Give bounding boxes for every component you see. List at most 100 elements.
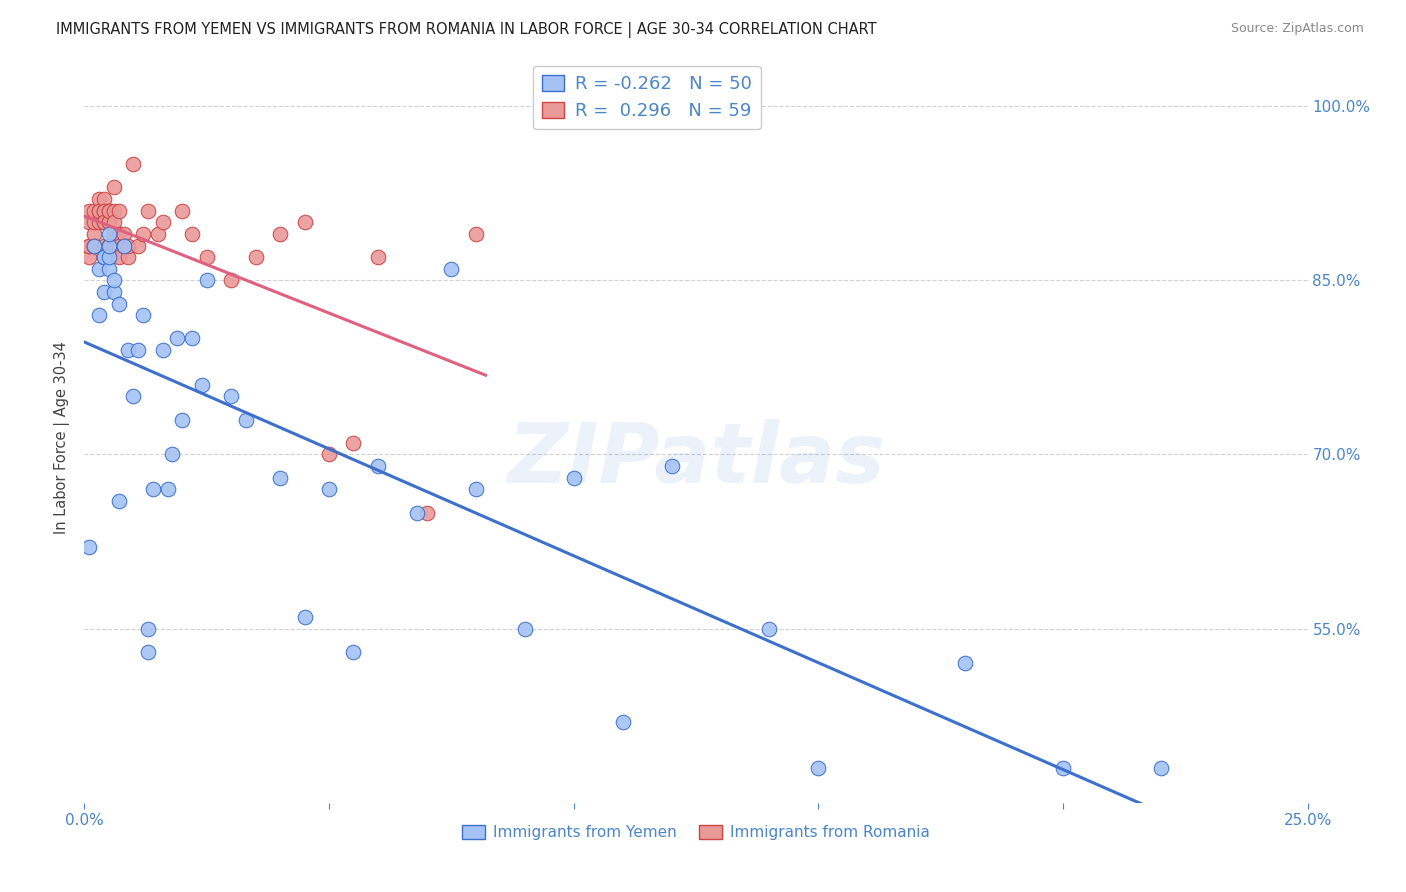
Point — [661, 459, 683, 474]
Point — [136, 645, 159, 659]
Point — [136, 622, 159, 636]
Point — [117, 238, 139, 252]
Point — [112, 238, 135, 252]
Point — [807, 761, 830, 775]
Point — [103, 203, 125, 218]
Point — [152, 343, 174, 357]
Point — [367, 250, 389, 264]
Point — [156, 483, 179, 497]
Point — [93, 285, 115, 299]
Point — [77, 203, 100, 218]
Point — [93, 215, 115, 229]
Point — [513, 622, 536, 636]
Point — [127, 343, 149, 357]
Point — [93, 250, 115, 264]
Point — [103, 215, 125, 229]
Point — [103, 273, 125, 287]
Legend: Immigrants from Yemen, Immigrants from Romania: Immigrants from Yemen, Immigrants from R… — [456, 819, 936, 847]
Point — [103, 180, 125, 194]
Point — [1052, 761, 1074, 775]
Point — [83, 215, 105, 229]
Point — [93, 238, 115, 252]
Point — [97, 215, 120, 229]
Point — [87, 308, 110, 322]
Point — [87, 261, 110, 276]
Point — [112, 227, 135, 241]
Point — [117, 343, 139, 357]
Point — [166, 331, 188, 345]
Point — [440, 261, 463, 276]
Point — [107, 227, 129, 241]
Point — [107, 494, 129, 508]
Point — [269, 471, 291, 485]
Point — [136, 203, 159, 218]
Point — [97, 238, 120, 252]
Point — [191, 377, 214, 392]
Point — [132, 227, 155, 241]
Point — [87, 203, 110, 218]
Point — [416, 506, 439, 520]
Point — [77, 238, 100, 252]
Point — [342, 645, 364, 659]
Point — [83, 203, 105, 218]
Point — [219, 273, 242, 287]
Point — [97, 261, 120, 276]
Point — [97, 250, 120, 264]
Point — [93, 215, 115, 229]
Point — [294, 610, 316, 624]
Point — [612, 714, 634, 729]
Point — [172, 412, 194, 426]
Point — [77, 541, 100, 555]
Point — [195, 273, 218, 287]
Point — [142, 483, 165, 497]
Point — [97, 227, 120, 241]
Point — [97, 238, 120, 252]
Point — [83, 238, 105, 252]
Point — [342, 436, 364, 450]
Point — [758, 622, 780, 636]
Point — [83, 238, 105, 252]
Point — [77, 215, 100, 229]
Point — [562, 471, 585, 485]
Point — [93, 203, 115, 218]
Point — [103, 238, 125, 252]
Point — [112, 238, 135, 252]
Point — [195, 250, 218, 264]
Point — [219, 389, 242, 403]
Point — [172, 203, 194, 218]
Point — [146, 227, 169, 241]
Point — [162, 448, 184, 462]
Point — [107, 203, 129, 218]
Point — [152, 215, 174, 229]
Point — [93, 250, 115, 264]
Point — [77, 250, 100, 264]
Point — [1150, 761, 1173, 775]
Point — [87, 192, 110, 206]
Point — [97, 238, 120, 252]
Point — [83, 238, 105, 252]
Point — [107, 238, 129, 252]
Point — [77, 238, 100, 252]
Point — [406, 506, 429, 520]
Y-axis label: In Labor Force | Age 30-34: In Labor Force | Age 30-34 — [55, 341, 70, 533]
Point — [464, 483, 486, 497]
Point — [318, 483, 340, 497]
Point — [294, 215, 316, 229]
Point — [953, 657, 976, 671]
Text: IMMIGRANTS FROM YEMEN VS IMMIGRANTS FROM ROMANIA IN LABOR FORCE | AGE 30-34 CORR: IMMIGRANTS FROM YEMEN VS IMMIGRANTS FROM… — [56, 22, 877, 38]
Point — [87, 215, 110, 229]
Point — [97, 203, 120, 218]
Point — [107, 250, 129, 264]
Point — [122, 389, 145, 403]
Point — [93, 192, 115, 206]
Point — [103, 285, 125, 299]
Point — [132, 308, 155, 322]
Point — [127, 238, 149, 252]
Point — [83, 227, 105, 241]
Point — [122, 157, 145, 171]
Point — [103, 227, 125, 241]
Point — [181, 227, 204, 241]
Point — [93, 203, 115, 218]
Text: ZIPatlas: ZIPatlas — [508, 418, 884, 500]
Point — [112, 238, 135, 252]
